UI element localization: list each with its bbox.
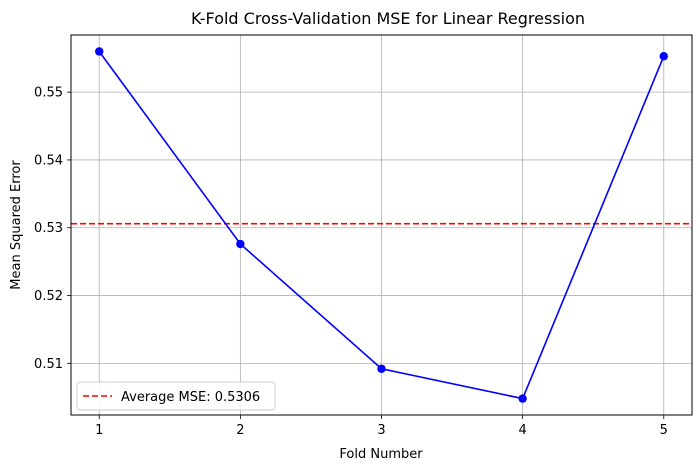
- legend-label-average: Average MSE: 0.5306: [121, 390, 260, 405]
- y-tick-label: 0.55: [34, 86, 63, 101]
- x-tick-label: 5: [660, 423, 668, 438]
- y-axis-title: Mean Squared Error: [9, 160, 24, 290]
- x-tick-label: 1: [95, 423, 103, 438]
- legend-box: [76, 381, 276, 411]
- y-tick-label: 0.53: [34, 221, 63, 236]
- series-layer: [95, 47, 668, 403]
- grid: [71, 35, 692, 415]
- y-axis: 0.51 0.52 0.53 0.54 0.55: [34, 86, 71, 372]
- x-axis-title: Fold Number: [339, 447, 423, 462]
- data-point: [659, 52, 668, 61]
- x-tick-label: 4: [518, 423, 526, 438]
- y-tick-label: 0.51: [34, 357, 63, 372]
- data-point: [95, 47, 104, 56]
- data-point: [377, 364, 386, 373]
- x-axis: 1 2 3 4 5: [95, 415, 668, 438]
- legend: Average MSE: 0.5306: [76, 381, 276, 411]
- y-tick-label: 0.52: [34, 289, 63, 304]
- data-point: [236, 239, 245, 249]
- data-point: [518, 394, 527, 403]
- y-tick-label: 0.54: [34, 153, 63, 168]
- x-tick-label: 3: [377, 423, 385, 438]
- chart-title: K-Fold Cross-Validation MSE for Linear R…: [191, 9, 585, 28]
- x-tick-label: 2: [236, 423, 244, 438]
